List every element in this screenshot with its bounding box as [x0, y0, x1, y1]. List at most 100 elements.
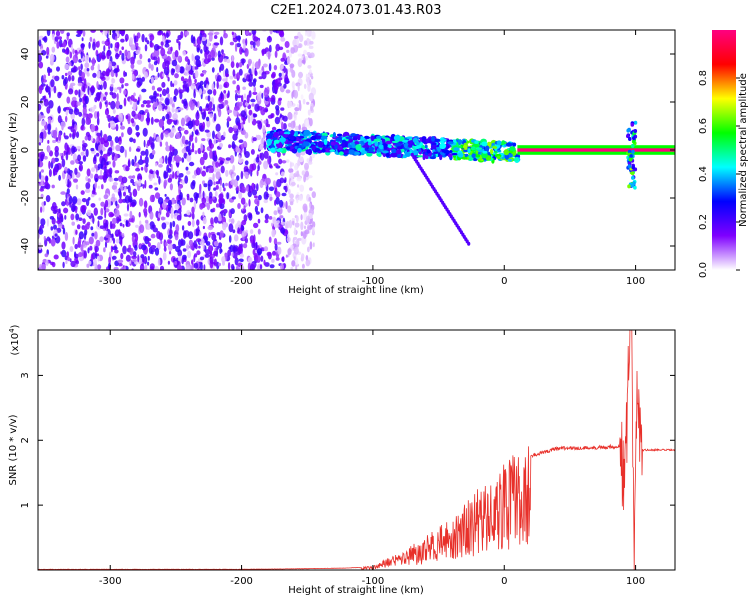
- spectrogram-cell: [290, 113, 293, 120]
- spectrogram-cell: [48, 100, 54, 109]
- spectrogram-cell: [73, 65, 76, 71]
- spectrogram-cell: [115, 233, 119, 237]
- spectrogram-cell: [232, 128, 238, 132]
- spectrogram-cell: [632, 136, 636, 141]
- spectrogram-cell: [196, 101, 200, 108]
- spectrogram-cell: [243, 171, 249, 177]
- spectrogram-cell: [245, 184, 249, 192]
- spectrogram-cell: [142, 100, 148, 105]
- spectrogram-cell: [57, 91, 62, 99]
- spectrogram-cell: [188, 140, 191, 147]
- spectrogram-cell: [205, 116, 210, 122]
- spectrogram-cell: [181, 257, 184, 265]
- spectrogram-cell: [79, 97, 83, 103]
- spectrogram-cell: [137, 254, 140, 263]
- spectrogram-cell: [273, 221, 278, 228]
- spectrogram-cell: [213, 258, 217, 267]
- y-tick-label: 0: [20, 147, 31, 153]
- spectrogram-cell: [121, 52, 125, 62]
- spectrogram-cell: [48, 90, 51, 99]
- spectrogram-cell: [245, 30, 249, 36]
- spectrogram-cell: [285, 222, 288, 230]
- spectrogram-cell: [141, 76, 145, 82]
- spectrogram-cell: [123, 265, 126, 270]
- spectrogram-cell: [304, 170, 310, 178]
- spectrogram-cell: [219, 36, 224, 46]
- spectrogram-cell: [252, 79, 256, 87]
- spectrogram-cell: [65, 56, 70, 63]
- spectrogram-cell: [111, 255, 117, 260]
- spectrogram-cell: [169, 183, 173, 191]
- spectrogram-cell: [185, 166, 189, 171]
- spectrogram-cell: [112, 160, 116, 168]
- spectrogram-cell: [256, 93, 262, 102]
- spectrogram-cell: [135, 124, 140, 131]
- spectrogram-cell: [104, 210, 107, 219]
- spectrogram-cell: [178, 107, 184, 111]
- spectrogram-cell: [134, 244, 138, 251]
- spectrogram-cell: [136, 81, 141, 88]
- spectrogram-cell: [71, 75, 75, 82]
- spectrogram-cell: [199, 156, 205, 166]
- spectrogram-cell: [225, 157, 231, 161]
- spectrogram-cell: [232, 251, 238, 259]
- spectrogram-cell: [83, 232, 87, 240]
- spectrogram-cell: [289, 63, 295, 69]
- spectrogram-cell: [195, 238, 202, 243]
- spectrogram-cell: [57, 106, 61, 114]
- spectrogram-cell: [289, 193, 294, 199]
- spectrogram-cell: [98, 197, 101, 201]
- spectrogram-cell: [293, 113, 297, 122]
- spectrogram-cell: [148, 246, 153, 254]
- spectrogram-cell: [64, 72, 68, 77]
- spectrogram-cell: [53, 224, 57, 230]
- spectrogram-cell: [295, 239, 300, 245]
- spectrogram-cell: [67, 126, 73, 130]
- spectrogram-cell: [87, 247, 90, 254]
- spectrogram-cell: [43, 130, 47, 140]
- spectrogram-cell: [292, 120, 296, 128]
- spectrogram-cell: [305, 259, 311, 267]
- spectrogram-cell: [176, 170, 180, 176]
- spectrogram-cell: [301, 253, 305, 260]
- spectrogram-cell: [194, 243, 198, 250]
- spectrogram-cell: [232, 266, 235, 270]
- spectrogram-cell: [92, 72, 97, 78]
- spectrogram-cell: [236, 84, 240, 92]
- spectrogram-cell: [153, 132, 157, 139]
- spectrogram-cell: [236, 190, 239, 194]
- spectrogram-cell: [269, 30, 273, 35]
- spectrogram-cell: [142, 127, 148, 137]
- spectrogram-cell: [262, 63, 268, 68]
- spectrogram-cell: [110, 43, 113, 49]
- spectrogram-cell: [257, 218, 261, 224]
- spectrogram-cell: [38, 113, 42, 122]
- spectrogram-cell: [135, 167, 141, 172]
- spectrogram-cell: [311, 31, 316, 40]
- spectrogram-cell: [268, 62, 272, 72]
- spectrogram-cell: [139, 220, 142, 226]
- spectrogram-cell: [329, 149, 336, 153]
- spectrogram-cell: [271, 113, 275, 118]
- spectrogram-cell: [145, 104, 151, 108]
- spectrogram-cell: [94, 231, 98, 240]
- spectrogram-cell: [76, 198, 82, 206]
- spectrogram-cell: [281, 70, 285, 80]
- spectrogram-cell: [149, 169, 154, 175]
- spectrogram-cell: [514, 157, 519, 162]
- spectrogram-cell: [82, 140, 85, 144]
- spectrogram-cell: [282, 123, 287, 130]
- spectrogram-cell: [238, 61, 243, 68]
- spectrogram-cell: [47, 72, 51, 76]
- spectrogram-cell: [307, 109, 311, 116]
- spectrogram-cell: [254, 61, 261, 70]
- spectrogram-cell: [92, 215, 95, 224]
- spectrogram-cell: [213, 138, 217, 145]
- spectrogram-cell: [367, 150, 375, 153]
- spectrogram-cell: [280, 171, 285, 177]
- spectrogram-cell: [170, 207, 174, 216]
- spectrogram-cell: [236, 175, 240, 181]
- spectrogram-cell: [124, 49, 128, 57]
- spectrogram-cell: [138, 178, 142, 187]
- spectrogram-cell: [311, 221, 316, 228]
